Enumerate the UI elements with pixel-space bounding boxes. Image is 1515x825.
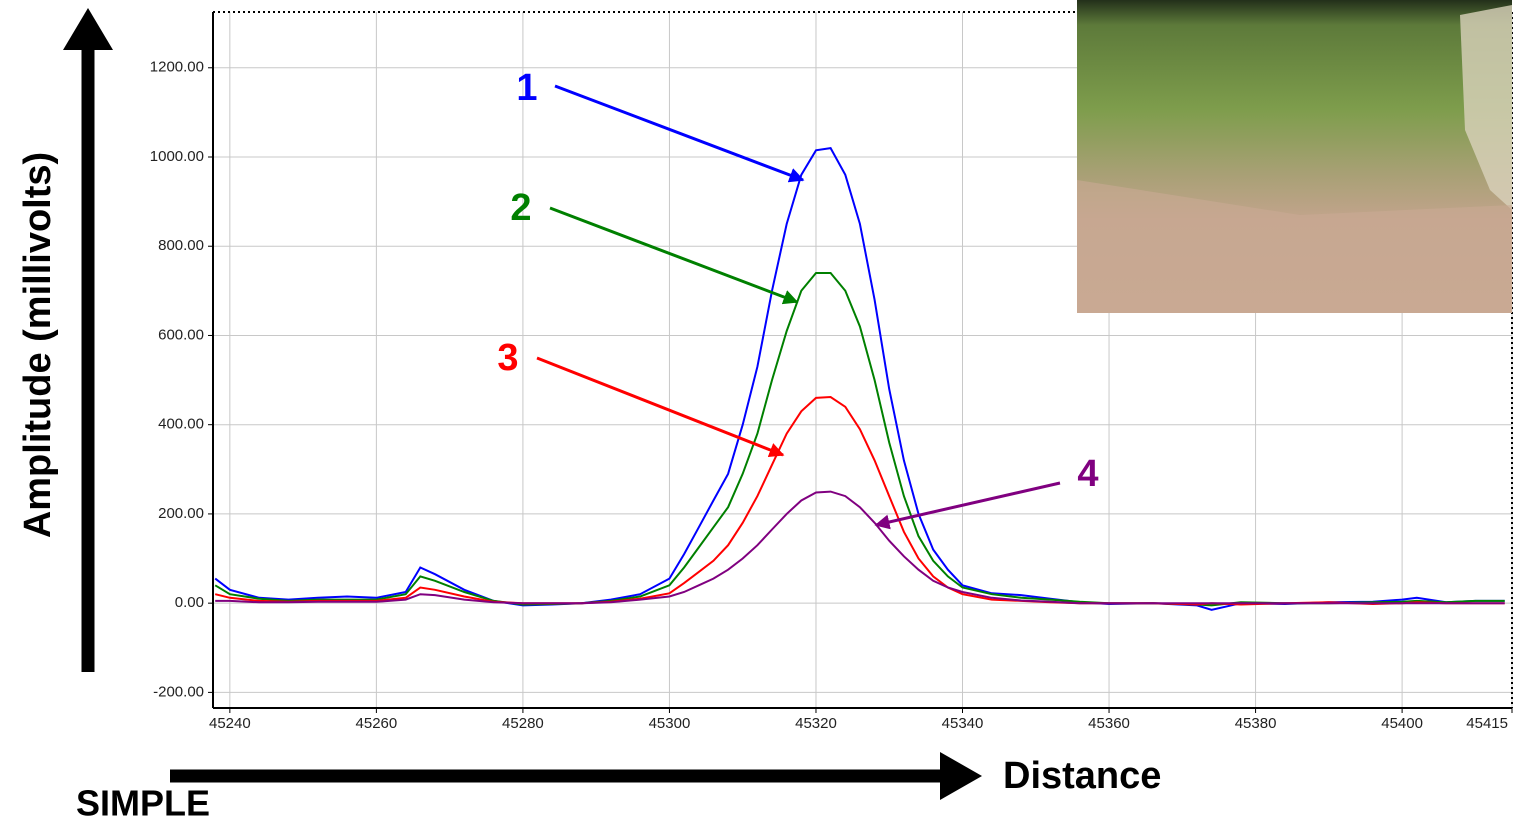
y-tick-label: 200.00	[158, 505, 204, 522]
photo-ground	[1077, 180, 1512, 313]
y-axis-label: Amplitude (millivolts)	[17, 152, 59, 538]
x-tick-label: 45400	[1381, 715, 1423, 732]
caption: SIMPLE	[76, 783, 210, 824]
x-arrow-head	[940, 752, 982, 800]
y-arrow-head	[63, 8, 113, 50]
x-tick-label: 45415	[1466, 715, 1508, 732]
y-tick-label: -200.00	[153, 683, 204, 700]
series-line	[214, 147, 1505, 611]
annotation-arrow	[536, 356, 785, 458]
x-tick-label: 45260	[356, 715, 398, 732]
y-tick-label: 0.00	[175, 594, 204, 611]
annotation-arrow	[549, 206, 799, 305]
legend-label: 3	[497, 337, 518, 379]
y-tick-label: 1000.00	[150, 148, 204, 165]
legend-label: 4	[1077, 453, 1098, 495]
legend-label: 1	[516, 67, 537, 109]
photo-wall	[1460, 5, 1512, 210]
y-tick-label: 400.00	[158, 416, 204, 433]
annotation-arrow	[874, 481, 1061, 530]
x-tick-label: 45380	[1235, 715, 1277, 732]
x-axis-label: Distance	[1003, 755, 1161, 797]
y-tick-label: 600.00	[158, 326, 204, 343]
x-tick-label: 45280	[502, 715, 544, 732]
legend-label: 2	[510, 187, 531, 229]
x-tick-label: 45320	[795, 715, 837, 732]
annotation-arrow	[554, 84, 805, 183]
x-tick-label: 45240	[209, 715, 251, 732]
x-tick-label: 45360	[1088, 715, 1130, 732]
x-tick-label: 45340	[942, 715, 984, 732]
y-tick-label: 800.00	[158, 237, 204, 254]
x-tick-label: 45300	[649, 715, 691, 732]
y-tick-label: 1200.00	[150, 59, 204, 76]
series-line	[214, 272, 1505, 607]
series-line	[215, 490, 1505, 605]
